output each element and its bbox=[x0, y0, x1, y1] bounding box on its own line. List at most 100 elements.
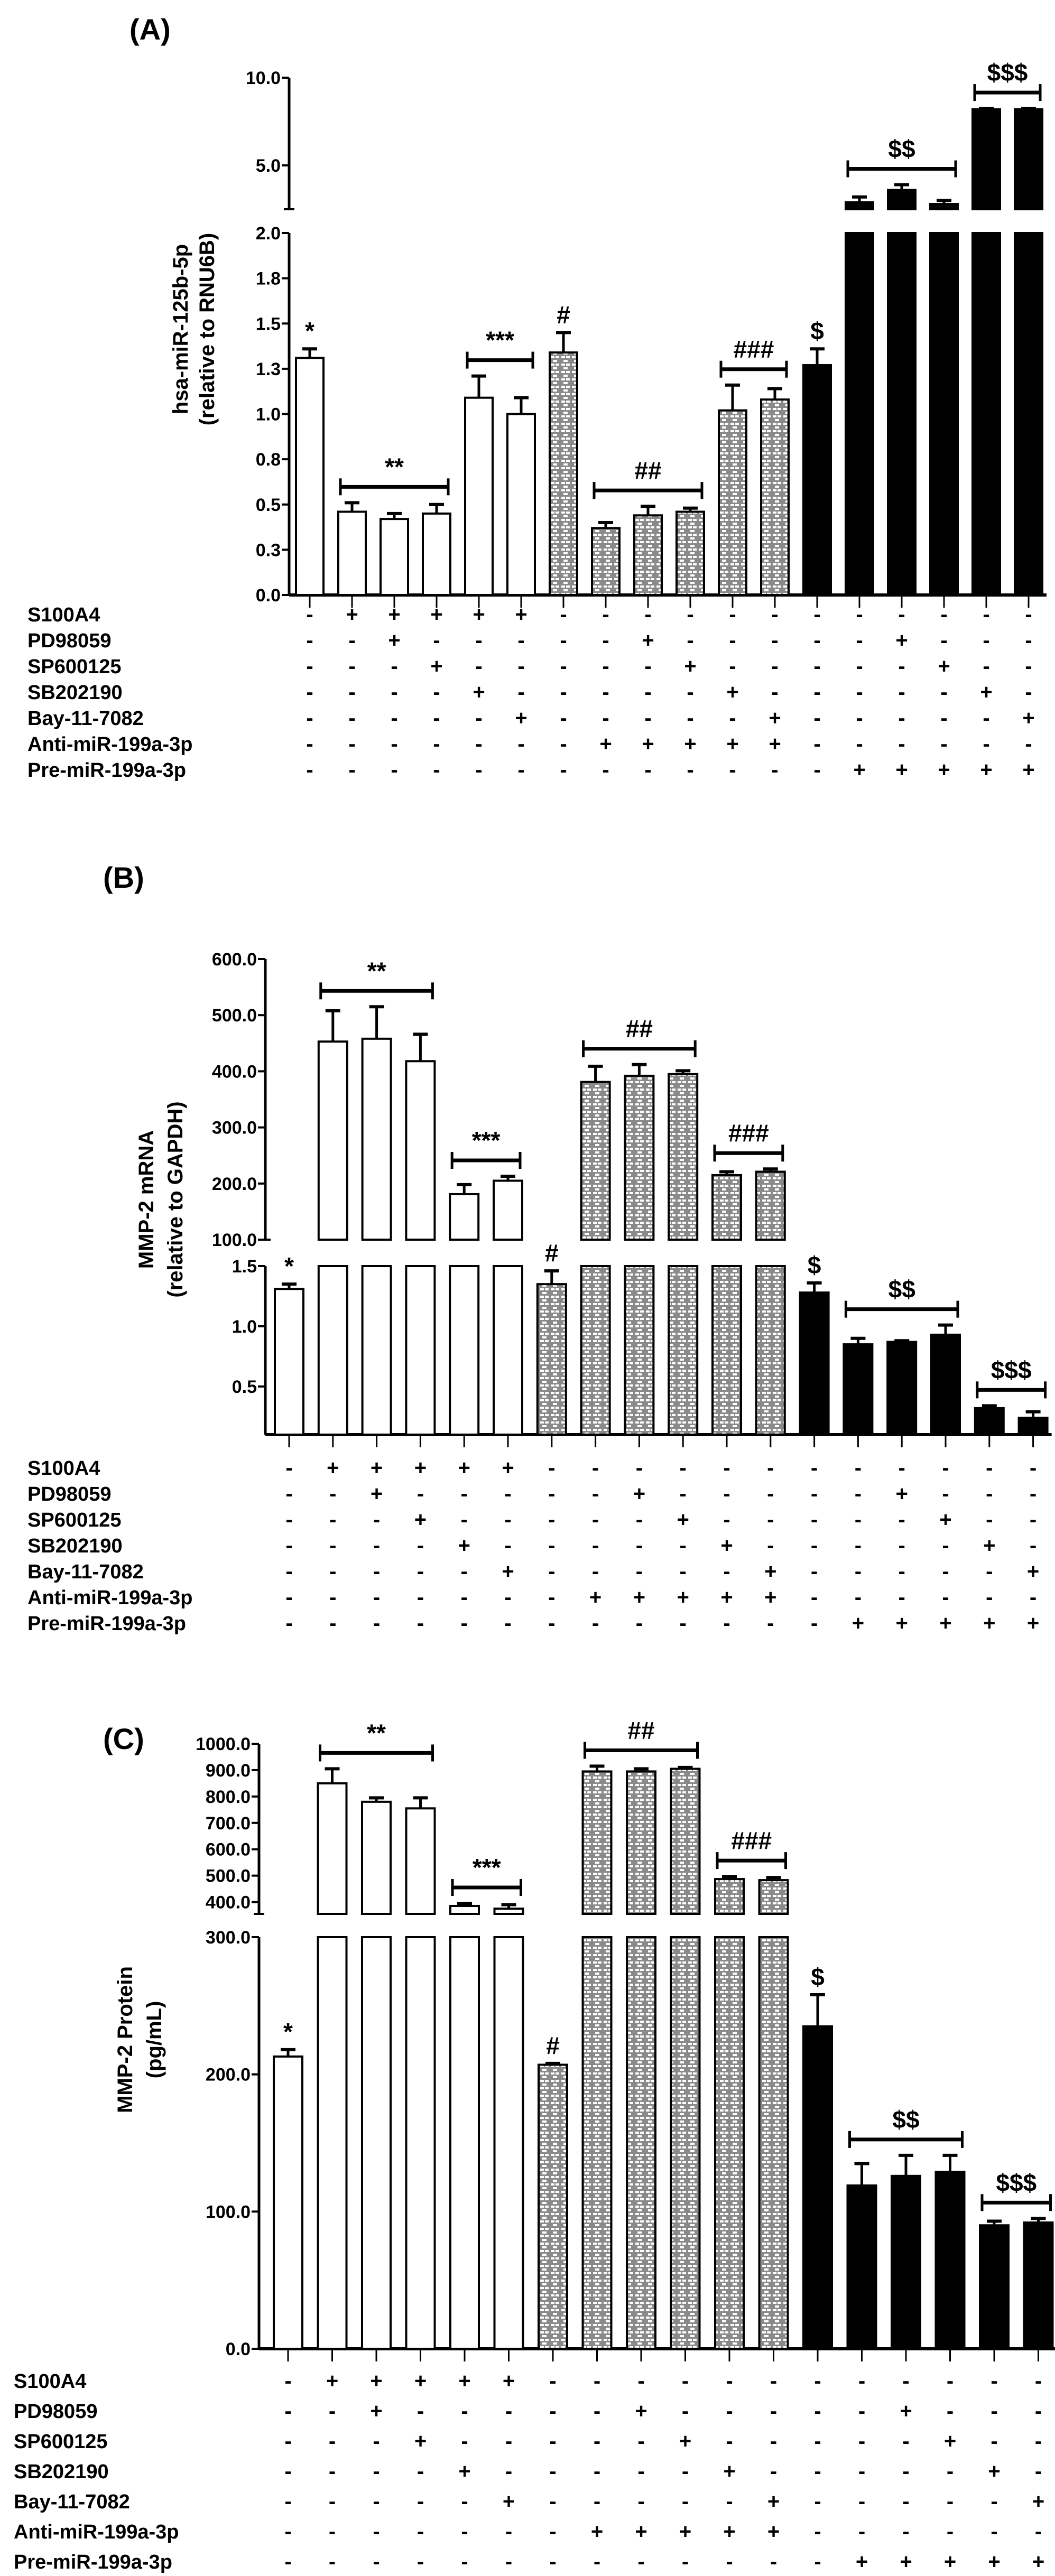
treatment-minus: - bbox=[682, 2400, 689, 2423]
treatment-minus: - bbox=[942, 1482, 949, 1505]
treatment-minus: - bbox=[285, 1534, 292, 1557]
y-tick-label: 1.8 bbox=[256, 269, 281, 289]
treatment-minus: - bbox=[858, 2400, 865, 2423]
treatment-minus: - bbox=[461, 1482, 468, 1505]
treatment-label: Bay-11-7082 bbox=[14, 2491, 130, 2513]
panel-title: (A) bbox=[129, 13, 171, 46]
treatment-minus: - bbox=[329, 2430, 336, 2453]
bar bbox=[449, 1265, 480, 1436]
treatment-minus: - bbox=[285, 1456, 292, 1480]
treatment-minus: - bbox=[505, 2520, 512, 2543]
treatment-plus: + bbox=[599, 732, 612, 756]
bar bbox=[799, 1291, 830, 1436]
treatment-minus: - bbox=[902, 2490, 909, 2513]
treatment-minus: - bbox=[813, 603, 820, 626]
treatment-minus: - bbox=[729, 629, 736, 652]
treatment-minus: - bbox=[814, 2400, 821, 2423]
significance-mark: # bbox=[557, 301, 570, 328]
treatment-minus: - bbox=[433, 629, 440, 652]
treatment-minus: - bbox=[940, 603, 947, 626]
bar bbox=[929, 232, 959, 596]
treatment-plus: + bbox=[769, 732, 781, 756]
significance-mark: # bbox=[546, 2032, 560, 2059]
treatment-minus: - bbox=[1025, 681, 1032, 704]
treatment-minus: - bbox=[417, 2490, 424, 2513]
treatment-minus: - bbox=[983, 732, 989, 756]
treatment-minus: - bbox=[940, 681, 947, 704]
treatment-minus: - bbox=[417, 1612, 424, 1635]
treatment-minus: - bbox=[898, 681, 905, 704]
treatment-minus: - bbox=[505, 2550, 512, 2573]
treatment-minus: - bbox=[373, 2460, 380, 2483]
treatment-minus: - bbox=[306, 732, 313, 756]
treatment-minus: - bbox=[1030, 1482, 1037, 1505]
bar bbox=[536, 1283, 567, 1436]
treatment-plus: + bbox=[642, 629, 654, 652]
treatment-plus: + bbox=[988, 2550, 1000, 2573]
treatment-minus: - bbox=[505, 2400, 512, 2423]
treatment-minus: - bbox=[348, 681, 355, 704]
treatment-minus: - bbox=[983, 655, 989, 678]
panel-title: (B) bbox=[103, 861, 144, 894]
treatment-plus: + bbox=[473, 603, 485, 626]
treatment-plus: + bbox=[591, 2520, 603, 2543]
treatment-minus: - bbox=[329, 1612, 336, 1635]
treatment-minus: - bbox=[461, 1586, 468, 1609]
bar bbox=[581, 1936, 613, 2350]
treatment-minus: - bbox=[811, 1482, 818, 1505]
treatment-minus: - bbox=[771, 758, 778, 782]
treatment-plus: + bbox=[371, 1482, 383, 1505]
treatment-minus: - bbox=[902, 2369, 909, 2393]
treatment-plus: + bbox=[769, 706, 781, 730]
treatment-minus: - bbox=[391, 655, 397, 678]
treatment-minus: - bbox=[284, 2520, 291, 2543]
treatment-minus: - bbox=[391, 732, 397, 756]
treatment-minus: - bbox=[770, 2400, 777, 2423]
treatment-minus: - bbox=[983, 629, 989, 652]
treatment-plus: + bbox=[1032, 2490, 1044, 2513]
significance-mark: ** bbox=[367, 957, 386, 984]
treatment-plus: + bbox=[515, 603, 527, 626]
bar bbox=[274, 1288, 304, 1436]
bar bbox=[886, 1341, 918, 1436]
treatment-minus: - bbox=[855, 1508, 862, 1531]
bar bbox=[760, 398, 790, 596]
treatment-minus: - bbox=[517, 681, 524, 704]
treatment-minus: - bbox=[680, 1482, 687, 1505]
treatment-plus: + bbox=[896, 1482, 908, 1505]
treatment-minus: - bbox=[594, 2369, 600, 2393]
treatment-minus: - bbox=[594, 2550, 600, 2573]
bar bbox=[1017, 1417, 1049, 1436]
treatment-minus: - bbox=[636, 1456, 643, 1480]
treatment-label: SB202190 bbox=[27, 682, 123, 704]
treatment-minus: - bbox=[504, 1534, 511, 1557]
treatment-minus: - bbox=[811, 1612, 818, 1635]
treatment-plus: + bbox=[642, 732, 654, 756]
treatment-minus: - bbox=[592, 1456, 599, 1480]
significance-mark: ## bbox=[634, 457, 661, 484]
treatment-minus: - bbox=[284, 2550, 291, 2573]
y-tick-label: 200.0 bbox=[206, 2065, 251, 2085]
treatment-minus: - bbox=[991, 2430, 997, 2453]
treatment-minus: - bbox=[856, 681, 863, 704]
y-tick-label: 1.0 bbox=[256, 405, 281, 425]
treatment-plus: + bbox=[938, 655, 950, 678]
treatment-minus: - bbox=[947, 2400, 954, 2423]
y-tick-label: 1000.0 bbox=[196, 1734, 251, 1754]
treatment-minus: - bbox=[991, 2490, 997, 2513]
treatment-minus: - bbox=[770, 2460, 777, 2483]
treatment-plus: + bbox=[983, 1612, 995, 1635]
significance-mark: $$ bbox=[889, 1276, 915, 1303]
treatment-minus: - bbox=[417, 1534, 424, 1557]
significance-mark: ## bbox=[626, 1015, 653, 1043]
treatment-minus: - bbox=[329, 2490, 336, 2513]
significance-mark: $$ bbox=[892, 2106, 919, 2133]
treatment-minus: - bbox=[1025, 629, 1032, 652]
treatment-minus: - bbox=[729, 603, 736, 626]
y-tick-label: 0.0 bbox=[226, 2339, 251, 2359]
treatment-minus: - bbox=[682, 2369, 689, 2393]
treatment-minus: - bbox=[373, 1612, 380, 1635]
treatment-label: Anti-miR-199a-3p bbox=[27, 1587, 193, 1609]
treatment-minus: - bbox=[940, 732, 947, 756]
